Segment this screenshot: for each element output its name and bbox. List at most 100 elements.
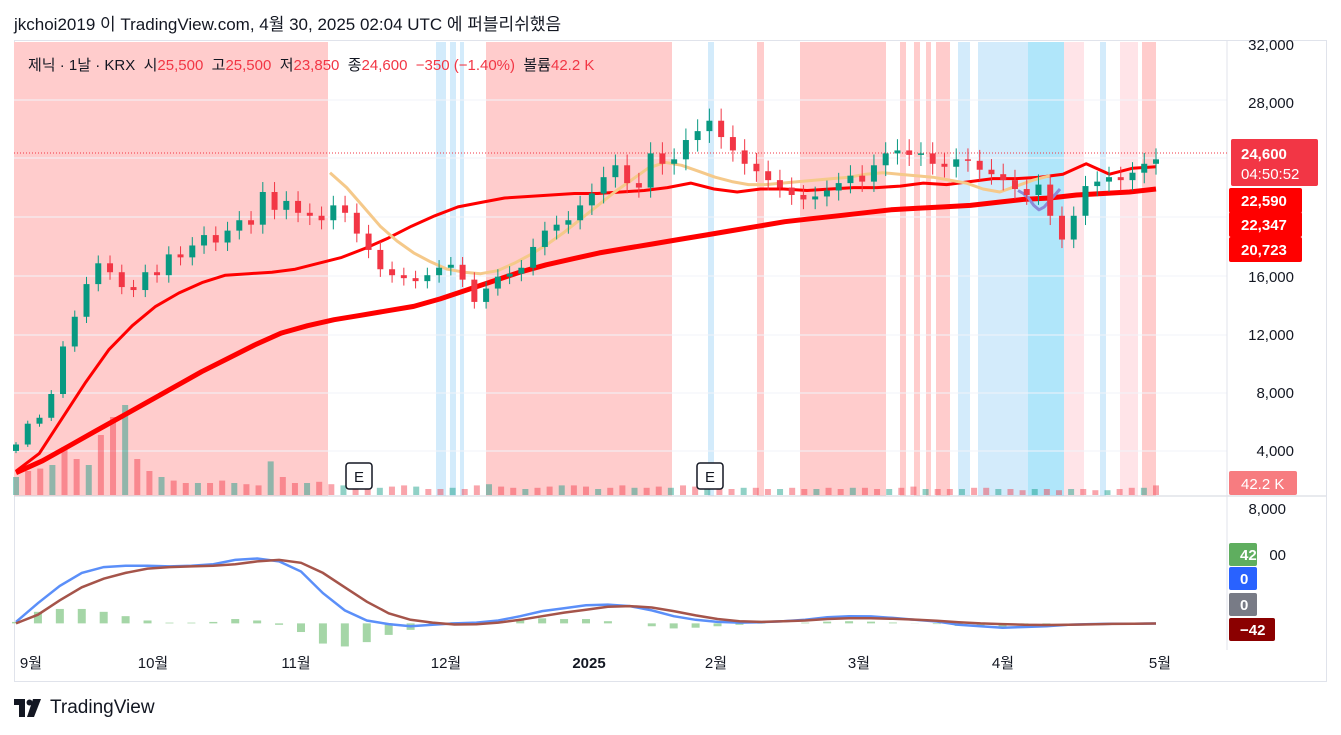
volume-bar xyxy=(1092,490,1099,495)
macd-value-badge xyxy=(1229,618,1275,641)
macd-histogram-bar xyxy=(845,621,854,624)
volume-bar xyxy=(971,487,978,495)
volume-bar xyxy=(813,489,820,495)
volume-bar xyxy=(291,483,298,495)
volume-bar xyxy=(340,485,347,495)
candle-body xyxy=(353,212,360,234)
candle-body xyxy=(823,190,830,197)
macd-histogram-bar xyxy=(713,623,722,627)
candle-body xyxy=(941,163,948,167)
volume-bar xyxy=(279,477,286,495)
volume-bar xyxy=(328,484,335,495)
candle-body xyxy=(1047,184,1054,216)
macd-histogram-bar xyxy=(691,623,700,628)
regime-band xyxy=(936,42,950,496)
volume-badge-label: 42.2 K xyxy=(1241,476,1284,493)
macd-histogram-bar xyxy=(647,623,656,627)
macd-histogram-bar xyxy=(231,619,240,624)
candle-body xyxy=(706,120,713,132)
volume-bar xyxy=(267,461,274,495)
footer: TradingView xyxy=(14,697,155,719)
close-label: 종 xyxy=(347,57,362,74)
footer-brand[interactable]: TradingView xyxy=(50,697,155,718)
candle-body xyxy=(1058,215,1065,240)
volume-bar xyxy=(376,487,383,495)
volume-bar xyxy=(728,489,735,495)
macd-histogram-bar xyxy=(932,623,941,625)
volume-bar xyxy=(1007,489,1014,495)
candle-body xyxy=(107,263,114,273)
macd-histogram-bar xyxy=(187,622,196,624)
candle-body xyxy=(342,205,349,213)
candle-body xyxy=(212,235,219,243)
candle-body xyxy=(518,267,525,274)
price-tick-label: 16,000 xyxy=(1248,269,1294,286)
candle-body xyxy=(964,159,971,161)
volume-bar xyxy=(946,489,953,495)
macd-tick-label: 8,000 xyxy=(1248,501,1286,518)
open-value: 25,500 xyxy=(157,57,204,74)
volume-bar xyxy=(934,489,941,495)
volume-bar xyxy=(498,486,505,495)
last-price-badge-value: 24,600 xyxy=(1241,146,1287,163)
macd-histogram-bar xyxy=(143,620,152,624)
price-tick-label: 28,000 xyxy=(1248,95,1294,112)
candle-body xyxy=(130,287,137,291)
candle-body xyxy=(236,220,243,231)
macd-value-badge-label: 42 xyxy=(1240,547,1257,564)
regime-band xyxy=(1100,42,1106,496)
price-badges: 24,600 04:50:52 22,590 22,347 20,723 42.2 K 42… xyxy=(1229,139,1318,641)
macd-histogram-bar xyxy=(801,622,810,624)
candlesticks xyxy=(13,108,1159,454)
ma-value-badge-label: 22,347 xyxy=(1241,217,1287,234)
volume-bar xyxy=(764,489,771,495)
earnings-marker xyxy=(696,462,724,490)
volume-bar xyxy=(364,487,371,495)
earnings-marker xyxy=(345,462,373,490)
ohlc-legend: 제닉 · 1날 · KRX 시25,500 고25,500 저23,850 종2… xyxy=(28,54,594,75)
volume-bar xyxy=(110,417,117,495)
volume-bar xyxy=(97,435,104,495)
candle-body xyxy=(753,163,760,172)
candle-body xyxy=(400,275,407,279)
volume-bar xyxy=(789,487,796,495)
earnings-marker-label: E xyxy=(354,469,364,486)
volume-bar xyxy=(849,487,856,495)
grid-lines xyxy=(14,99,1227,452)
candle-body xyxy=(83,284,90,317)
macd-histogram-bar xyxy=(384,623,393,635)
regime-band xyxy=(900,42,906,496)
macd-histogram-bar xyxy=(823,621,832,624)
volume-bar xyxy=(655,486,662,495)
candle-body xyxy=(530,246,537,268)
candle-body xyxy=(424,275,431,282)
symbol-label[interactable]: 제닉 · 1날 · KRX xyxy=(28,57,136,74)
volume-bar xyxy=(861,487,868,495)
candle-body xyxy=(177,254,184,258)
macd-histogram-bar xyxy=(77,608,86,624)
candle-body xyxy=(541,230,548,247)
regime-band xyxy=(1142,42,1156,496)
volume-bar xyxy=(898,487,905,495)
candle-body xyxy=(835,183,842,191)
volume-bar xyxy=(740,487,747,495)
countdown-badge-value: 04:50:52 xyxy=(1241,166,1299,183)
volume-bar xyxy=(522,489,529,495)
volume-bar xyxy=(570,485,577,495)
price-axis: 32,000 28,000 16,000 12,000 8,000 4,000 xyxy=(1248,37,1294,460)
macd-axis: 8,000 00 xyxy=(1248,501,1286,564)
candle-body xyxy=(588,193,595,206)
regime-band xyxy=(958,42,970,496)
low-label: 저 xyxy=(279,57,294,74)
volume-bar xyxy=(158,477,165,495)
volume-bar xyxy=(534,487,541,495)
volume-bar xyxy=(910,486,917,495)
macd-histogram-bar xyxy=(33,611,42,624)
macd-histogram-bar xyxy=(867,621,875,624)
background-bands xyxy=(14,42,1156,496)
candle-body xyxy=(459,264,466,280)
volume-bar xyxy=(983,487,990,495)
volume-bar xyxy=(886,489,893,495)
